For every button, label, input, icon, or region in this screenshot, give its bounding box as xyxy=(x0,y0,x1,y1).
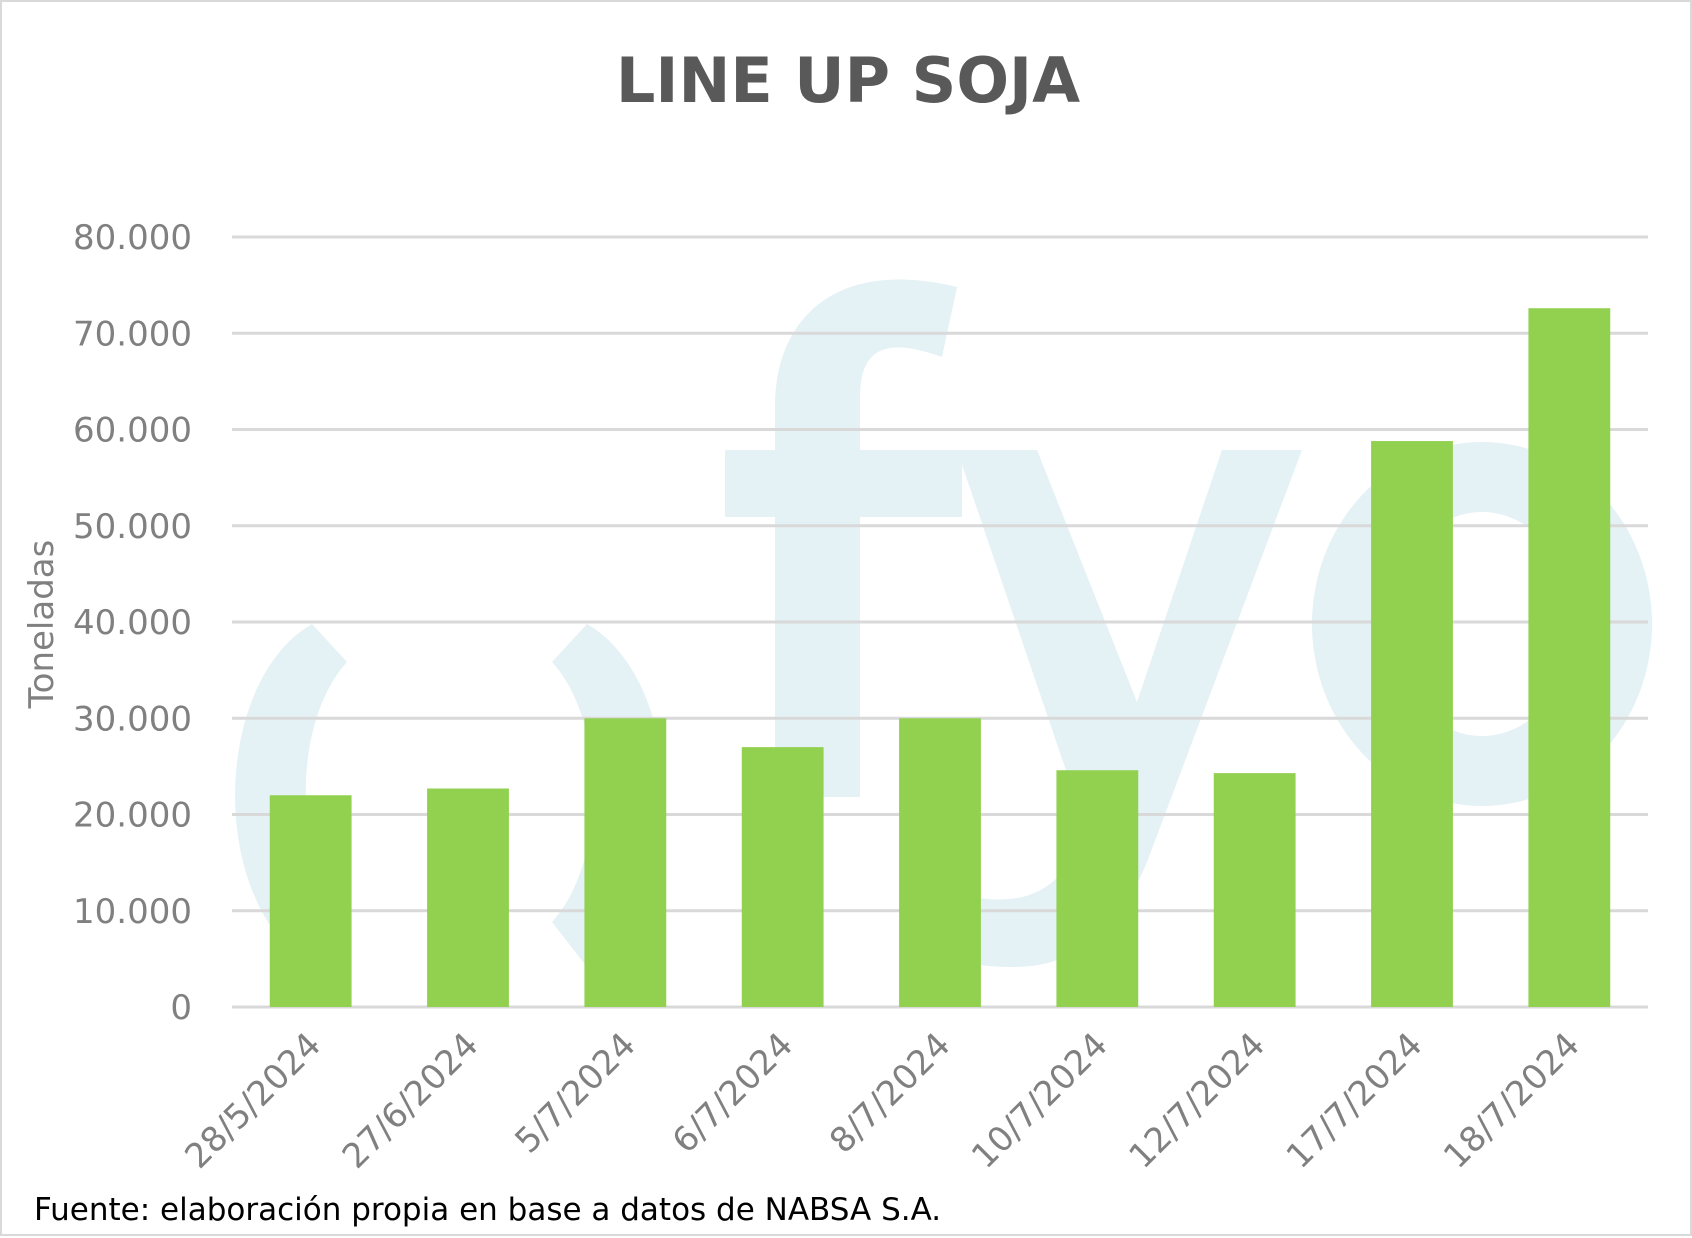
y-tick-label: 50.000 xyxy=(73,507,192,547)
y-tick-label: 60.000 xyxy=(73,411,192,451)
y-tick-label: 70.000 xyxy=(73,314,192,354)
y-tick-label: 10.000 xyxy=(73,892,192,932)
x-tick-label: 27/6/2024 xyxy=(335,1025,487,1177)
x-tick-label: 17/7/2024 xyxy=(1279,1025,1431,1177)
x-tick-label: 5/7/2024 xyxy=(507,1025,643,1161)
bar xyxy=(269,795,352,1007)
source-note: Fuente: elaboración propia en base a dat… xyxy=(34,1192,942,1228)
bar xyxy=(1056,770,1139,1007)
bar xyxy=(741,747,824,1007)
y-axis-label: Toneladas xyxy=(22,540,62,710)
bar xyxy=(427,788,509,1007)
y-tick-label: 0 xyxy=(170,988,192,1028)
y-tick-label: 80.000 xyxy=(73,218,192,258)
y-tick-label: 30.000 xyxy=(73,699,192,739)
bar xyxy=(1213,773,1296,1007)
bar xyxy=(899,718,981,1007)
x-tick-label: 6/7/2024 xyxy=(665,1025,801,1161)
bars xyxy=(269,308,1611,1008)
y-tick-labels: 0 10.000 20.000 30.000 40.000 50.000 60.000 70.… xyxy=(73,218,192,1028)
bar xyxy=(584,718,667,1007)
bar xyxy=(1528,308,1611,1008)
x-tick-label: 10/7/2024 xyxy=(964,1025,1116,1177)
bar xyxy=(1371,441,1453,1007)
y-tick-label: 40.000 xyxy=(73,603,192,643)
x-tick-label: 8/7/2024 xyxy=(822,1025,958,1161)
y-tick-label: 20.000 xyxy=(73,796,192,836)
x-tick-label: 12/7/2024 xyxy=(1121,1025,1273,1177)
x-tick-label: 28/5/2024 xyxy=(177,1025,329,1177)
x-tick-label: 18/7/2024 xyxy=(1436,1025,1588,1177)
chart-title: LINE UP SOJA xyxy=(616,44,1080,117)
x-tick-labels: 28/5/2024 27/6/2024 5/7/2024 6/7/2024 8/7/20… xyxy=(177,1025,1587,1177)
